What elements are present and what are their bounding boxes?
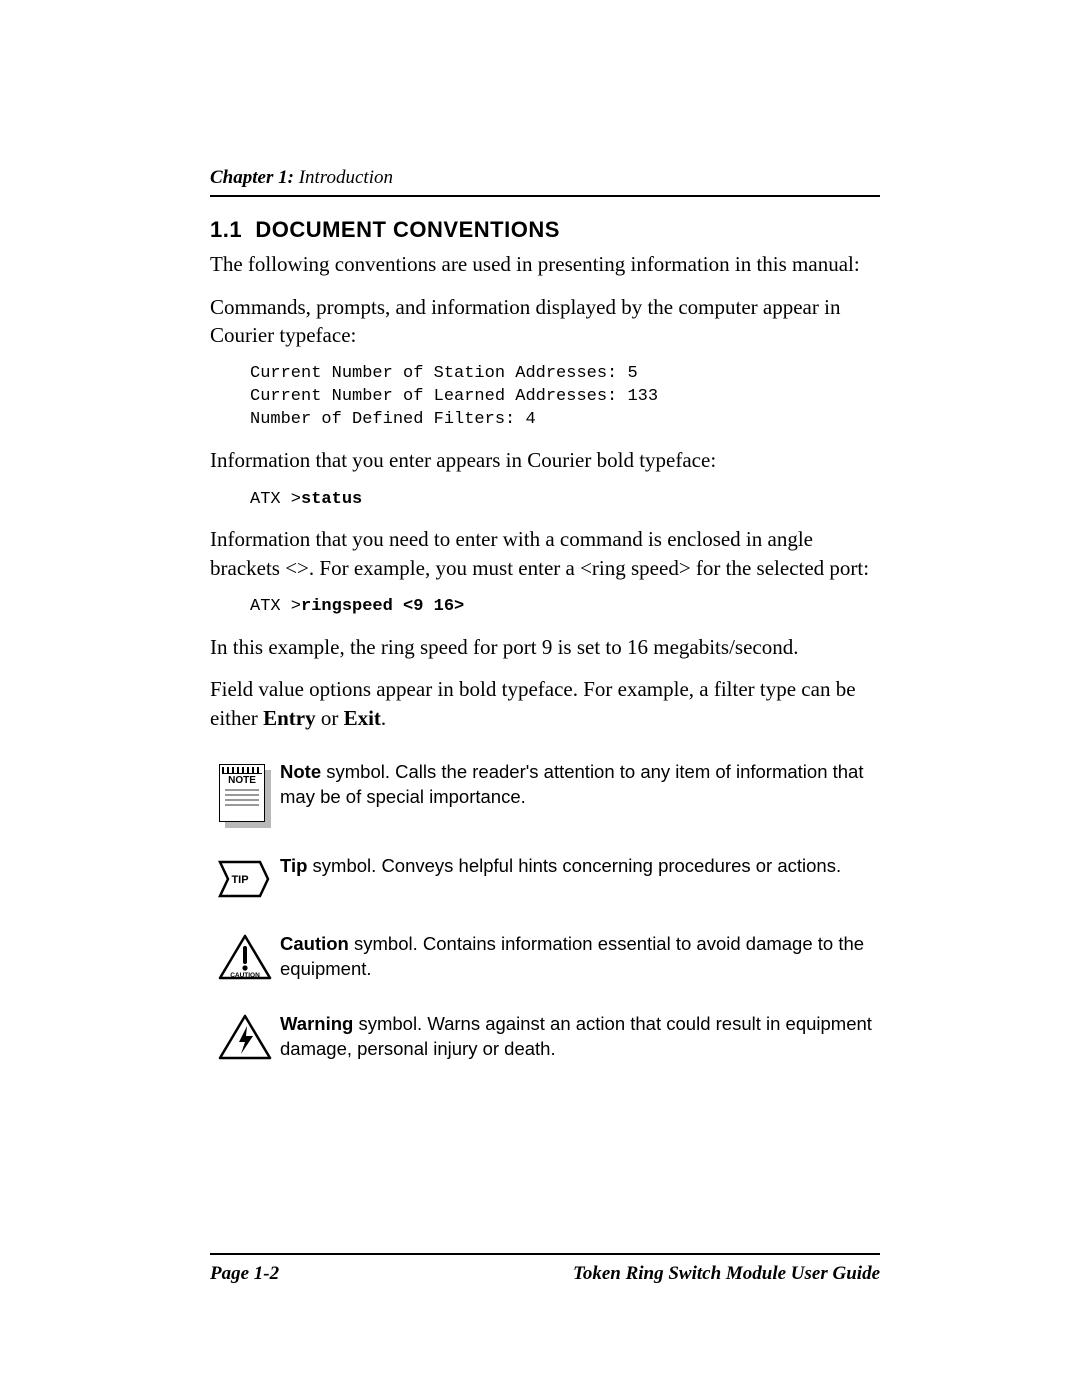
- tip-icon: TIP: [210, 854, 280, 904]
- paragraph-example-explained: In this example, the ring speed for port…: [210, 633, 880, 661]
- tip-lead: Tip: [280, 855, 307, 876]
- symbol-row-note: NOTE Note symbol. Calls the reader's att…: [210, 760, 880, 826]
- caution-icon-label: CAUTION: [230, 972, 260, 979]
- page-footer: Page 1-2 Token Ring Switch Module User G…: [210, 1253, 880, 1287]
- note-icon-label: NOTE: [220, 776, 264, 786]
- warning-lead: Warning: [280, 1013, 353, 1034]
- paragraph-angle-brackets: Information that you need to enter with …: [210, 525, 880, 582]
- document-page: Chapter 1: Introduction 1.1 DOCUMENT CON…: [0, 0, 1080, 1397]
- chapter-title: Introduction: [294, 167, 393, 188]
- code-status-example: ATX >status: [250, 489, 880, 512]
- warning-icon: [210, 1012, 280, 1064]
- running-header: Chapter 1: Introduction: [210, 165, 880, 191]
- paragraph-courier: Commands, prompts, and information displ…: [210, 293, 880, 350]
- caution-lead: Caution: [280, 933, 349, 954]
- prompt-prefix: ATX >: [250, 597, 301, 616]
- page-number: Page 1-2: [210, 1261, 279, 1287]
- paragraph-entered: Information that you enter appears in Co…: [210, 446, 880, 474]
- code-ringspeed-example: ATX >ringspeed <9 16>: [250, 596, 880, 619]
- note-description: Note symbol. Calls the reader's attentio…: [280, 760, 880, 810]
- bold-entry: Entry: [263, 706, 316, 730]
- section-number: 1.1: [210, 217, 242, 242]
- text-fragment: .: [381, 706, 386, 730]
- note-lead: Note: [280, 761, 321, 782]
- document-title: Token Ring Switch Module User Guide: [573, 1261, 880, 1287]
- text-fragment: or: [316, 706, 344, 730]
- tip-icon-label: TIP: [231, 874, 248, 886]
- code-display-example: Current Number of Station Addresses: 5 C…: [250, 363, 880, 432]
- symbol-row-caution: CAUTION Caution symbol. Contains informa…: [210, 932, 880, 984]
- section-heading: 1.1 DOCUMENT CONVENTIONS: [210, 215, 880, 245]
- chapter-number: Chapter 1:: [210, 167, 294, 188]
- paragraph-intro: The following conventions are used in pr…: [210, 250, 880, 278]
- header-rule: [210, 195, 880, 197]
- bold-exit: Exit: [344, 706, 381, 730]
- warning-description: Warning symbol. Warns against an action …: [280, 1012, 880, 1062]
- symbol-row-tip: TIP Tip symbol. Conveys helpful hints co…: [210, 854, 880, 904]
- warning-text: symbol. Warns against an action that cou…: [280, 1013, 872, 1059]
- caution-icon: CAUTION: [210, 932, 280, 984]
- footer-rule: [210, 1253, 880, 1255]
- caution-text: symbol. Contains information essential t…: [280, 933, 864, 979]
- paragraph-field-options: Field value options appear in bold typef…: [210, 675, 880, 732]
- note-text: symbol. Calls the reader's attention to …: [280, 761, 863, 807]
- note-icon: NOTE: [210, 760, 280, 826]
- tip-text: symbol. Conveys helpful hints concerning…: [307, 855, 841, 876]
- entered-command: ringspeed <9 16>: [301, 597, 464, 616]
- prompt-prefix: ATX >: [250, 490, 301, 509]
- entered-command: status: [301, 490, 362, 509]
- caution-description: Caution symbol. Contains information ess…: [280, 932, 880, 982]
- tip-description: Tip symbol. Conveys helpful hints concer…: [280, 854, 880, 879]
- symbol-row-warning: Warning symbol. Warns against an action …: [210, 1012, 880, 1064]
- section-title: DOCUMENT CONVENTIONS: [255, 217, 560, 242]
